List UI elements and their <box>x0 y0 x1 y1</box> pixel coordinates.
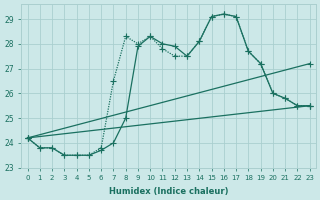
X-axis label: Humidex (Indice chaleur): Humidex (Indice chaleur) <box>109 187 228 196</box>
